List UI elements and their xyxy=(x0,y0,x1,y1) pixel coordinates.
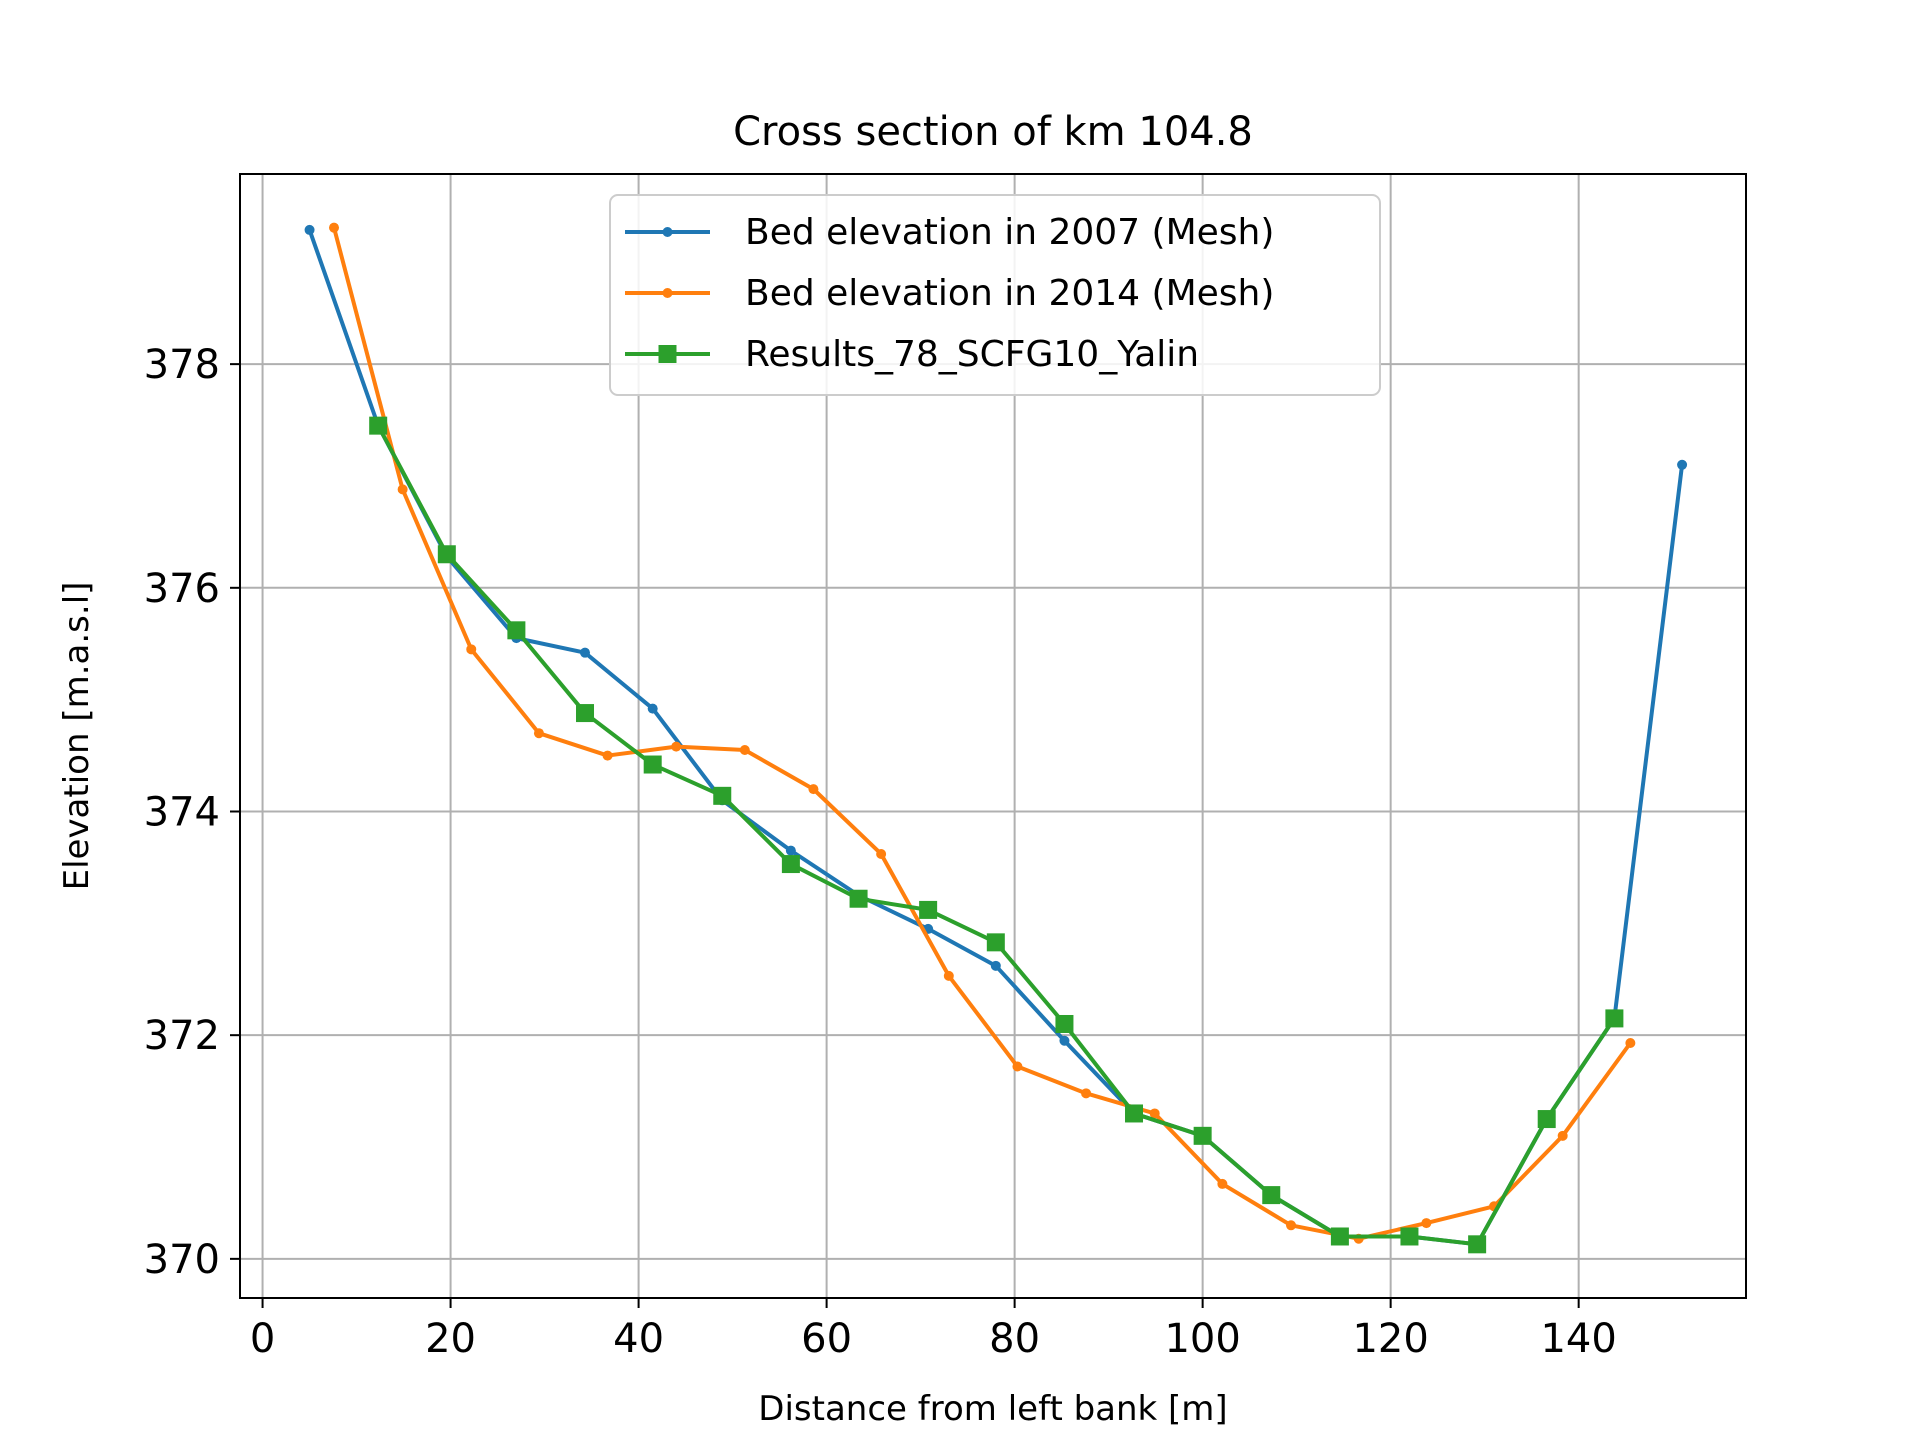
legend-swatch-marker xyxy=(662,227,673,237)
x-tick-label: 0 xyxy=(250,1316,275,1362)
data-point xyxy=(1625,1038,1636,1049)
data-point xyxy=(1262,1186,1281,1205)
data-point xyxy=(580,647,591,658)
legend-swatch-marker xyxy=(658,345,677,363)
data-point xyxy=(397,484,408,495)
legend-label: Results_78_SCFG10_Yalin xyxy=(745,334,1199,375)
data-point xyxy=(576,704,595,723)
series-line xyxy=(332,227,1632,1241)
data-point xyxy=(304,224,315,235)
series-layer xyxy=(304,222,1688,1254)
series-3 xyxy=(369,416,1624,1254)
data-point xyxy=(671,741,682,752)
x-tick-label: 20 xyxy=(425,1316,476,1362)
x-tick-label: 100 xyxy=(1164,1316,1240,1362)
data-point xyxy=(1557,1130,1568,1141)
data-point xyxy=(876,848,887,859)
data-point xyxy=(986,933,1005,952)
plot-frame xyxy=(239,173,1747,1299)
x-tick-label: 60 xyxy=(801,1316,852,1362)
data-point xyxy=(437,545,456,564)
x-axis: 0 20 40 60 80 100 120 140 xyxy=(250,1298,1617,1362)
x-tick-label: 80 xyxy=(989,1316,1040,1362)
data-point xyxy=(647,703,658,714)
y-tick-label: 376 xyxy=(144,566,220,612)
data-point xyxy=(1081,1088,1092,1099)
legend-label: Bed elevation in 2007 (Mesh) xyxy=(745,212,1274,253)
data-point xyxy=(602,750,613,761)
data-point xyxy=(919,900,938,919)
data-point xyxy=(369,416,388,435)
data-point xyxy=(533,728,544,739)
legend-item: Bed elevation in 2007 (Mesh) xyxy=(625,212,1274,253)
data-point xyxy=(507,621,526,640)
x-tick-label: 40 xyxy=(613,1316,664,1362)
data-point xyxy=(943,970,954,981)
legend-item: Results_78_SCFG10_Yalin xyxy=(625,334,1199,375)
data-point xyxy=(1286,1220,1297,1231)
data-point xyxy=(849,889,868,908)
legend-item: Bed elevation in 2014 (Mesh) xyxy=(625,273,1274,314)
y-axis: 370 372 374 376 378 xyxy=(144,342,240,1283)
y-axis-label: Elevation [m.a.s.l] xyxy=(57,582,97,891)
data-point xyxy=(1012,1061,1023,1072)
x-tick-label: 140 xyxy=(1540,1316,1616,1362)
data-point xyxy=(1605,1009,1624,1028)
data-point xyxy=(1330,1227,1349,1246)
data-point xyxy=(1537,1110,1556,1129)
x-tick-label: 120 xyxy=(1352,1316,1428,1362)
data-point xyxy=(1193,1126,1212,1145)
legend-label: Bed elevation in 2014 (Mesh) xyxy=(745,273,1274,314)
data-point xyxy=(990,960,1001,971)
y-tick-label: 370 xyxy=(144,1237,220,1283)
data-point xyxy=(643,755,662,774)
data-point xyxy=(1468,1235,1487,1254)
data-point xyxy=(713,786,732,805)
data-point xyxy=(785,845,796,856)
legend-items: Bed elevation in 2007 (Mesh) Bed elevatio… xyxy=(625,212,1274,375)
legend-box xyxy=(609,194,1381,396)
data-point xyxy=(466,644,477,655)
data-point xyxy=(781,855,800,874)
data-point xyxy=(808,784,819,795)
y-tick-label: 374 xyxy=(144,789,220,835)
series-2 xyxy=(329,222,1636,1244)
data-point xyxy=(1421,1218,1432,1229)
data-point xyxy=(1149,1108,1160,1119)
data-point xyxy=(1677,459,1688,470)
data-point xyxy=(739,744,750,755)
data-point xyxy=(329,222,340,233)
y-tick-label: 378 xyxy=(144,342,220,388)
data-point xyxy=(1400,1227,1419,1246)
x-axis-label: Distance from left bank [m] xyxy=(758,1389,1227,1429)
data-point xyxy=(1125,1104,1144,1123)
legend-swatch-marker xyxy=(662,288,673,298)
y-tick-label: 372 xyxy=(144,1013,220,1059)
legend: Bed elevation in 2007 (Mesh) Bed elevatio… xyxy=(609,194,1381,396)
data-point xyxy=(1055,1014,1074,1033)
data-point xyxy=(1059,1035,1070,1046)
data-point xyxy=(1217,1178,1228,1189)
chart-title: Cross section of km 104.8 xyxy=(733,109,1253,155)
